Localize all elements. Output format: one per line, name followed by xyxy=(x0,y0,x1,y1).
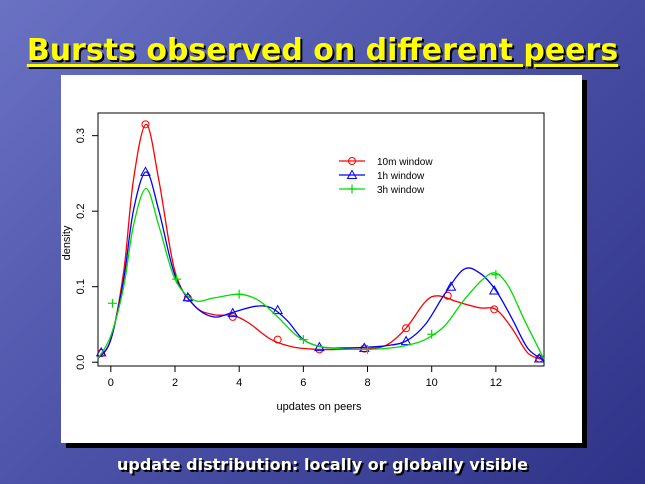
chart-figure: 0 2 4 6 8 10 12 0.0 0.1 0.2 0.3 10m window 1h windo… xyxy=(61,75,582,443)
slide-title: Bursts observed on different peers xyxy=(26,33,619,68)
data-point-1h-window xyxy=(182,291,194,302)
data-point-1h-window xyxy=(445,281,457,291)
legend-marker-3h-window xyxy=(347,184,357,194)
x-tick-label: 10 xyxy=(426,377,438,389)
data-point-10m-window xyxy=(141,120,150,129)
data-point-1h-window xyxy=(533,352,545,363)
y-tick-label: 0.1 xyxy=(75,279,87,294)
legend-label-3h-window: 3h window xyxy=(377,185,425,196)
x-tick-label: 8 xyxy=(364,377,370,389)
data-point-1h-window xyxy=(140,166,151,176)
legend-marker-10m-window xyxy=(348,157,356,165)
x-tick-label: 0 xyxy=(108,377,114,389)
series-10m-window xyxy=(97,120,545,363)
data-point-10m-window xyxy=(273,335,282,344)
data-point-3h-window xyxy=(491,270,501,280)
y-axis-label: density xyxy=(61,225,73,260)
data-point-1h-window xyxy=(227,307,239,318)
data-point-3h-window xyxy=(298,335,308,345)
slide-caption: update distribution: locally or globally… xyxy=(116,455,528,474)
y-tick-label: 0.2 xyxy=(75,204,87,219)
axes-layer: 0 2 4 6 8 10 12 0.0 0.1 0.2 0.3 xyxy=(75,128,502,389)
series-layer xyxy=(95,120,545,363)
data-point-10m-window xyxy=(402,324,411,333)
plot-frame xyxy=(97,112,545,367)
x-tick-label: 4 xyxy=(236,377,242,389)
y-tick-label: 0.0 xyxy=(75,355,87,370)
density-chart: 0 2 4 6 8 10 12 0.0 0.1 0.2 0.3 10m window 1h windo… xyxy=(61,112,545,413)
x-tick-label: 2 xyxy=(172,377,178,389)
data-point-1h-window xyxy=(95,346,107,357)
x-axis-label: updates on peers xyxy=(276,401,362,413)
series-line-1h-window xyxy=(97,171,545,361)
series-line-10m-window xyxy=(97,123,545,361)
data-point-3h-window xyxy=(427,329,437,339)
legend: 10m window 1h window 3h window xyxy=(339,157,433,196)
legend-label-1h-window: 1h window xyxy=(377,171,425,182)
data-point-3h-window xyxy=(363,344,373,354)
legend-label-10m-window: 10m window xyxy=(377,157,433,168)
legend-marker-1h-window xyxy=(346,169,358,179)
series-line-3h-window xyxy=(97,187,545,360)
data-point-3h-window xyxy=(172,274,182,284)
data-point-1h-window xyxy=(400,335,412,346)
data-point-3h-window xyxy=(107,298,117,308)
data-point-1h-window xyxy=(358,342,370,352)
data-point-1h-window xyxy=(272,304,284,315)
y-tick-label: 0.3 xyxy=(75,128,87,143)
x-tick-label: 12 xyxy=(490,377,502,389)
data-point-3h-window xyxy=(234,289,244,299)
data-point-10m-window xyxy=(490,305,499,314)
data-point-1h-window xyxy=(488,284,500,295)
x-tick-label: 6 xyxy=(300,377,306,389)
series-1h-window xyxy=(95,166,545,363)
series-3h-window xyxy=(97,187,545,360)
